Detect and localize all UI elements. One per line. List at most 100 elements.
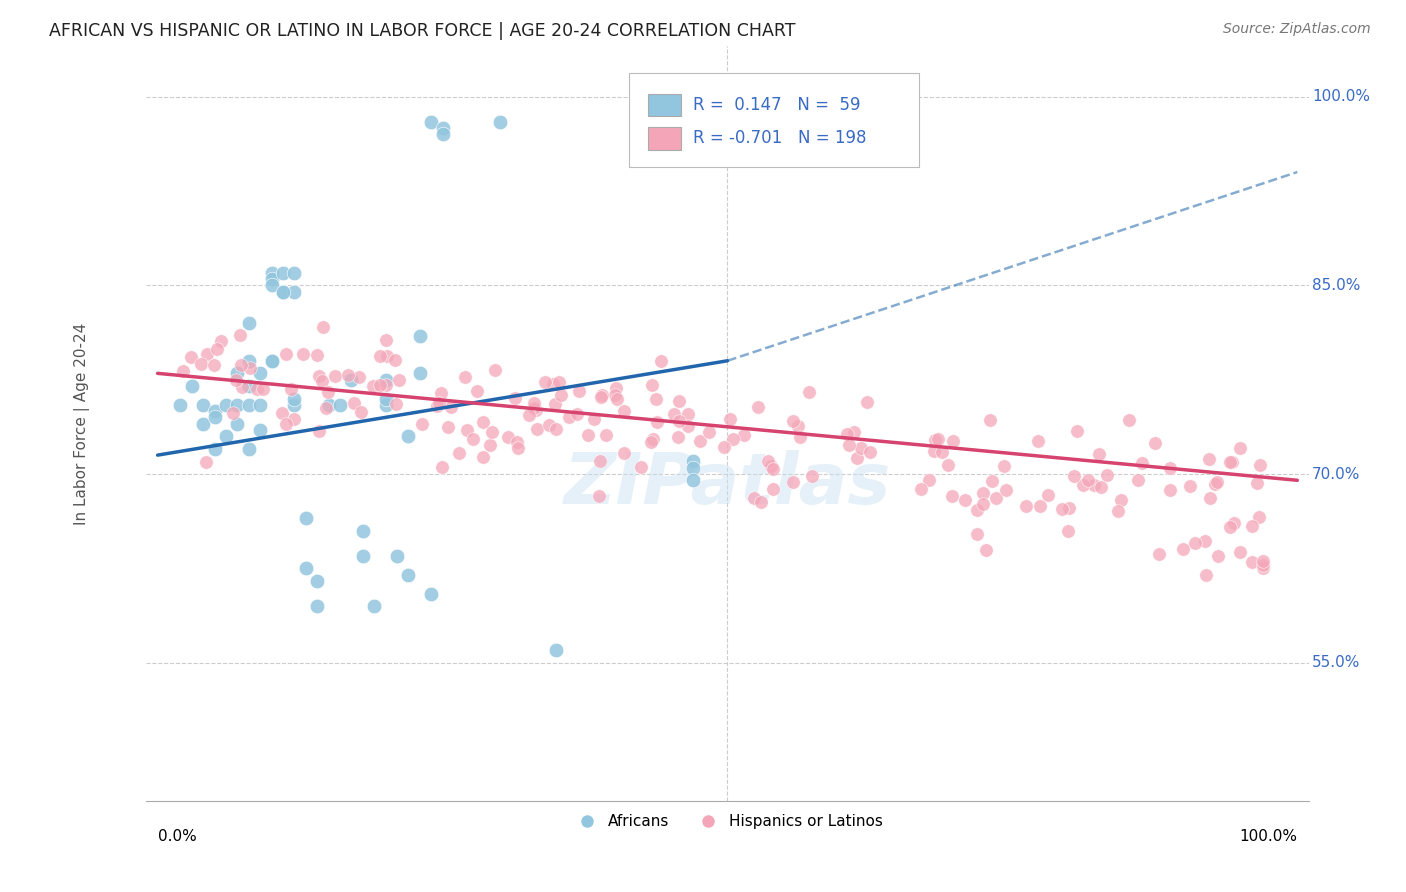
Point [340, 373, 363, 387]
Text: R =  0.147   N =  59: R = 0.147 N = 59 [693, 96, 860, 114]
Text: ZIPatlas: ZIPatlas [564, 450, 891, 518]
Point [420, 586, 443, 600]
Point [974, 543, 997, 558]
Point [385, 549, 408, 563]
Point [193, 417, 215, 431]
Point [650, 354, 672, 368]
Point [430, 460, 453, 475]
Point [323, 369, 346, 384]
Text: 85.0%: 85.0% [1312, 277, 1361, 293]
Point [291, 347, 314, 361]
Point [759, 459, 782, 474]
Point [941, 434, 963, 448]
Point [465, 384, 488, 399]
Bar [648, 127, 681, 150]
Point [315, 401, 337, 416]
Text: 0.0%: 0.0% [157, 829, 197, 844]
Point [668, 393, 690, 408]
Point [384, 352, 406, 367]
Point [720, 412, 742, 426]
Point [205, 343, 228, 357]
Point [979, 413, 1001, 427]
Point [1057, 500, 1080, 515]
Point [676, 407, 699, 421]
Point [440, 400, 463, 414]
Point [517, 408, 540, 422]
Point [204, 404, 226, 418]
Point [221, 406, 243, 420]
FancyBboxPatch shape [628, 72, 920, 167]
Point [666, 430, 689, 444]
Point [352, 524, 374, 538]
Point [226, 398, 249, 412]
Point [249, 423, 271, 437]
Point [411, 417, 433, 432]
Point [260, 266, 283, 280]
Point [1184, 536, 1206, 550]
Point [432, 121, 454, 136]
Point [271, 285, 294, 299]
Point [682, 454, 704, 468]
Point [533, 375, 555, 389]
Text: R = -0.701   N = 198: R = -0.701 N = 198 [693, 129, 866, 147]
Point [1220, 455, 1243, 469]
Point [924, 433, 946, 447]
Point [994, 483, 1017, 497]
Point [1147, 547, 1170, 561]
Point [1219, 455, 1241, 469]
Point [523, 401, 546, 415]
Point [488, 114, 510, 128]
Point [347, 370, 370, 384]
Point [496, 430, 519, 444]
Point [454, 370, 477, 384]
Point [756, 454, 779, 468]
Point [432, 128, 454, 142]
Point [645, 392, 668, 406]
Point [437, 419, 460, 434]
Point [172, 364, 194, 378]
Point [548, 375, 571, 389]
Text: 70.0%: 70.0% [1312, 467, 1361, 482]
Point [782, 475, 804, 490]
Point [643, 432, 665, 446]
Point [800, 469, 823, 483]
Point [1077, 474, 1099, 488]
Point [226, 417, 249, 431]
Point [271, 266, 294, 280]
Point [260, 353, 283, 368]
Point [409, 367, 432, 381]
Point [838, 438, 860, 452]
Point [537, 418, 560, 433]
Point [747, 400, 769, 414]
Point [471, 450, 494, 464]
Point [1063, 468, 1085, 483]
Point [252, 382, 274, 396]
Point [305, 348, 328, 362]
Point [294, 561, 316, 575]
Point [1118, 412, 1140, 426]
Point [180, 379, 202, 393]
Point [662, 407, 685, 421]
Point [249, 398, 271, 412]
Point [180, 351, 202, 365]
Point [249, 367, 271, 381]
Point [368, 377, 391, 392]
Point [337, 368, 360, 382]
Point [308, 424, 330, 438]
Text: Source: ZipAtlas.com: Source: ZipAtlas.com [1223, 22, 1371, 37]
Point [311, 374, 333, 388]
Point [849, 441, 872, 455]
Point [238, 398, 260, 412]
Point [980, 475, 1002, 489]
Point [1249, 510, 1271, 524]
Point [1173, 542, 1195, 557]
Point [931, 445, 953, 459]
Point [630, 460, 652, 475]
Point [238, 353, 260, 368]
Point [271, 406, 294, 420]
Point [640, 434, 662, 449]
Point [195, 347, 218, 361]
Point [506, 434, 529, 449]
Point [271, 285, 294, 299]
Point [613, 446, 636, 460]
